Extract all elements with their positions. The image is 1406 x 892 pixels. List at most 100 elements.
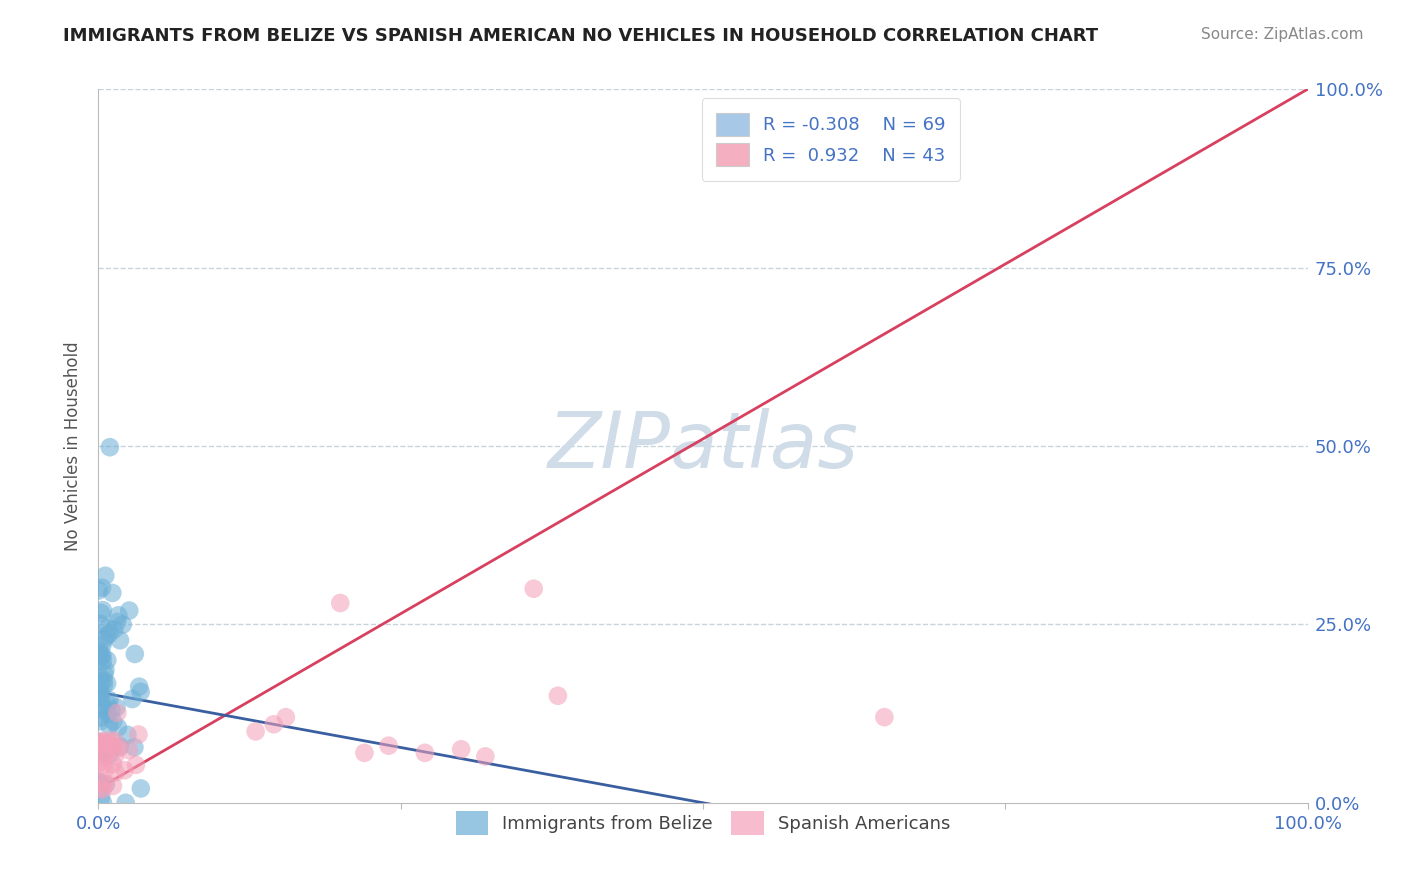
Point [91,581,114,595]
Point [101,586,124,600]
Point [91,703,114,717]
Point [97,737,120,751]
Point [90,744,112,758]
Point [87,745,110,759]
Legend: Immigrants from Belize, Spanish Americans: Immigrants from Belize, Spanish American… [447,803,959,844]
Point [96,676,118,690]
Point [329,596,352,610]
Point [90,675,112,690]
Point [114,796,136,810]
Point [118,743,141,757]
Point [474,749,496,764]
Point [96,653,118,667]
Point [91,654,114,668]
Point [89,710,111,724]
Point [98,626,121,640]
Text: Source: ZipAtlas.com: Source: ZipAtlas.com [1201,27,1364,42]
Point [90,690,112,705]
Point [89,776,111,790]
Point [91,734,114,748]
Point [101,756,124,771]
Point [105,706,128,720]
Point [124,647,146,661]
Point [98,733,121,747]
Point [101,779,124,793]
Point [108,740,131,755]
Point [98,693,121,707]
Point [111,617,134,632]
Point [450,742,472,756]
Point [98,747,121,762]
Point [107,721,129,735]
Point [94,568,117,582]
Point [87,756,110,770]
Point [90,736,112,750]
Point [98,440,121,454]
Point [91,648,114,662]
Point [124,740,146,755]
Point [91,700,114,714]
Point [96,629,118,643]
Point [108,633,131,648]
Point [263,717,285,731]
Point [90,616,112,631]
Text: IMMIGRANTS FROM BELIZE VS SPANISH AMERICAN NO VEHICLES IN HOUSEHOLD CORRELATION : IMMIGRANTS FROM BELIZE VS SPANISH AMERIC… [63,27,1098,45]
Point [91,782,114,797]
Point [117,728,139,742]
Point [93,749,115,764]
Point [413,746,436,760]
Point [89,691,111,706]
Point [87,781,110,796]
Point [91,638,114,652]
Point [96,621,118,635]
Point [93,667,115,681]
Point [105,700,128,714]
Point [873,710,896,724]
Point [353,746,375,760]
Point [91,744,114,758]
Point [89,646,111,660]
Point [91,603,114,617]
Point [128,680,150,694]
Point [87,686,110,700]
Point [104,734,127,748]
Point [103,714,125,729]
Point [97,706,120,721]
Point [245,724,267,739]
Point [105,615,128,629]
Point [91,758,114,772]
Point [118,603,141,617]
Point [90,606,112,620]
Point [87,583,110,598]
Point [89,735,111,749]
Point [98,718,121,732]
Point [98,737,121,751]
Point [121,692,143,706]
Point [104,749,127,764]
Point [89,684,111,698]
Point [129,781,152,796]
Point [97,697,120,711]
Point [90,737,112,751]
Point [93,747,115,761]
Point [89,736,111,750]
Point [129,685,152,699]
Point [103,739,125,754]
Point [108,739,131,754]
Point [91,735,114,749]
Point [89,683,111,698]
Point [93,673,115,688]
Point [87,774,110,789]
Point [94,763,117,777]
Text: ZIPatlas: ZIPatlas [547,408,859,484]
Point [100,739,122,753]
Point [89,670,111,684]
Point [93,678,115,692]
Point [127,727,149,741]
Point [89,742,111,756]
Point [377,739,399,753]
Point [89,644,111,658]
Point [523,582,546,596]
Point [114,763,136,777]
Point [94,663,117,677]
